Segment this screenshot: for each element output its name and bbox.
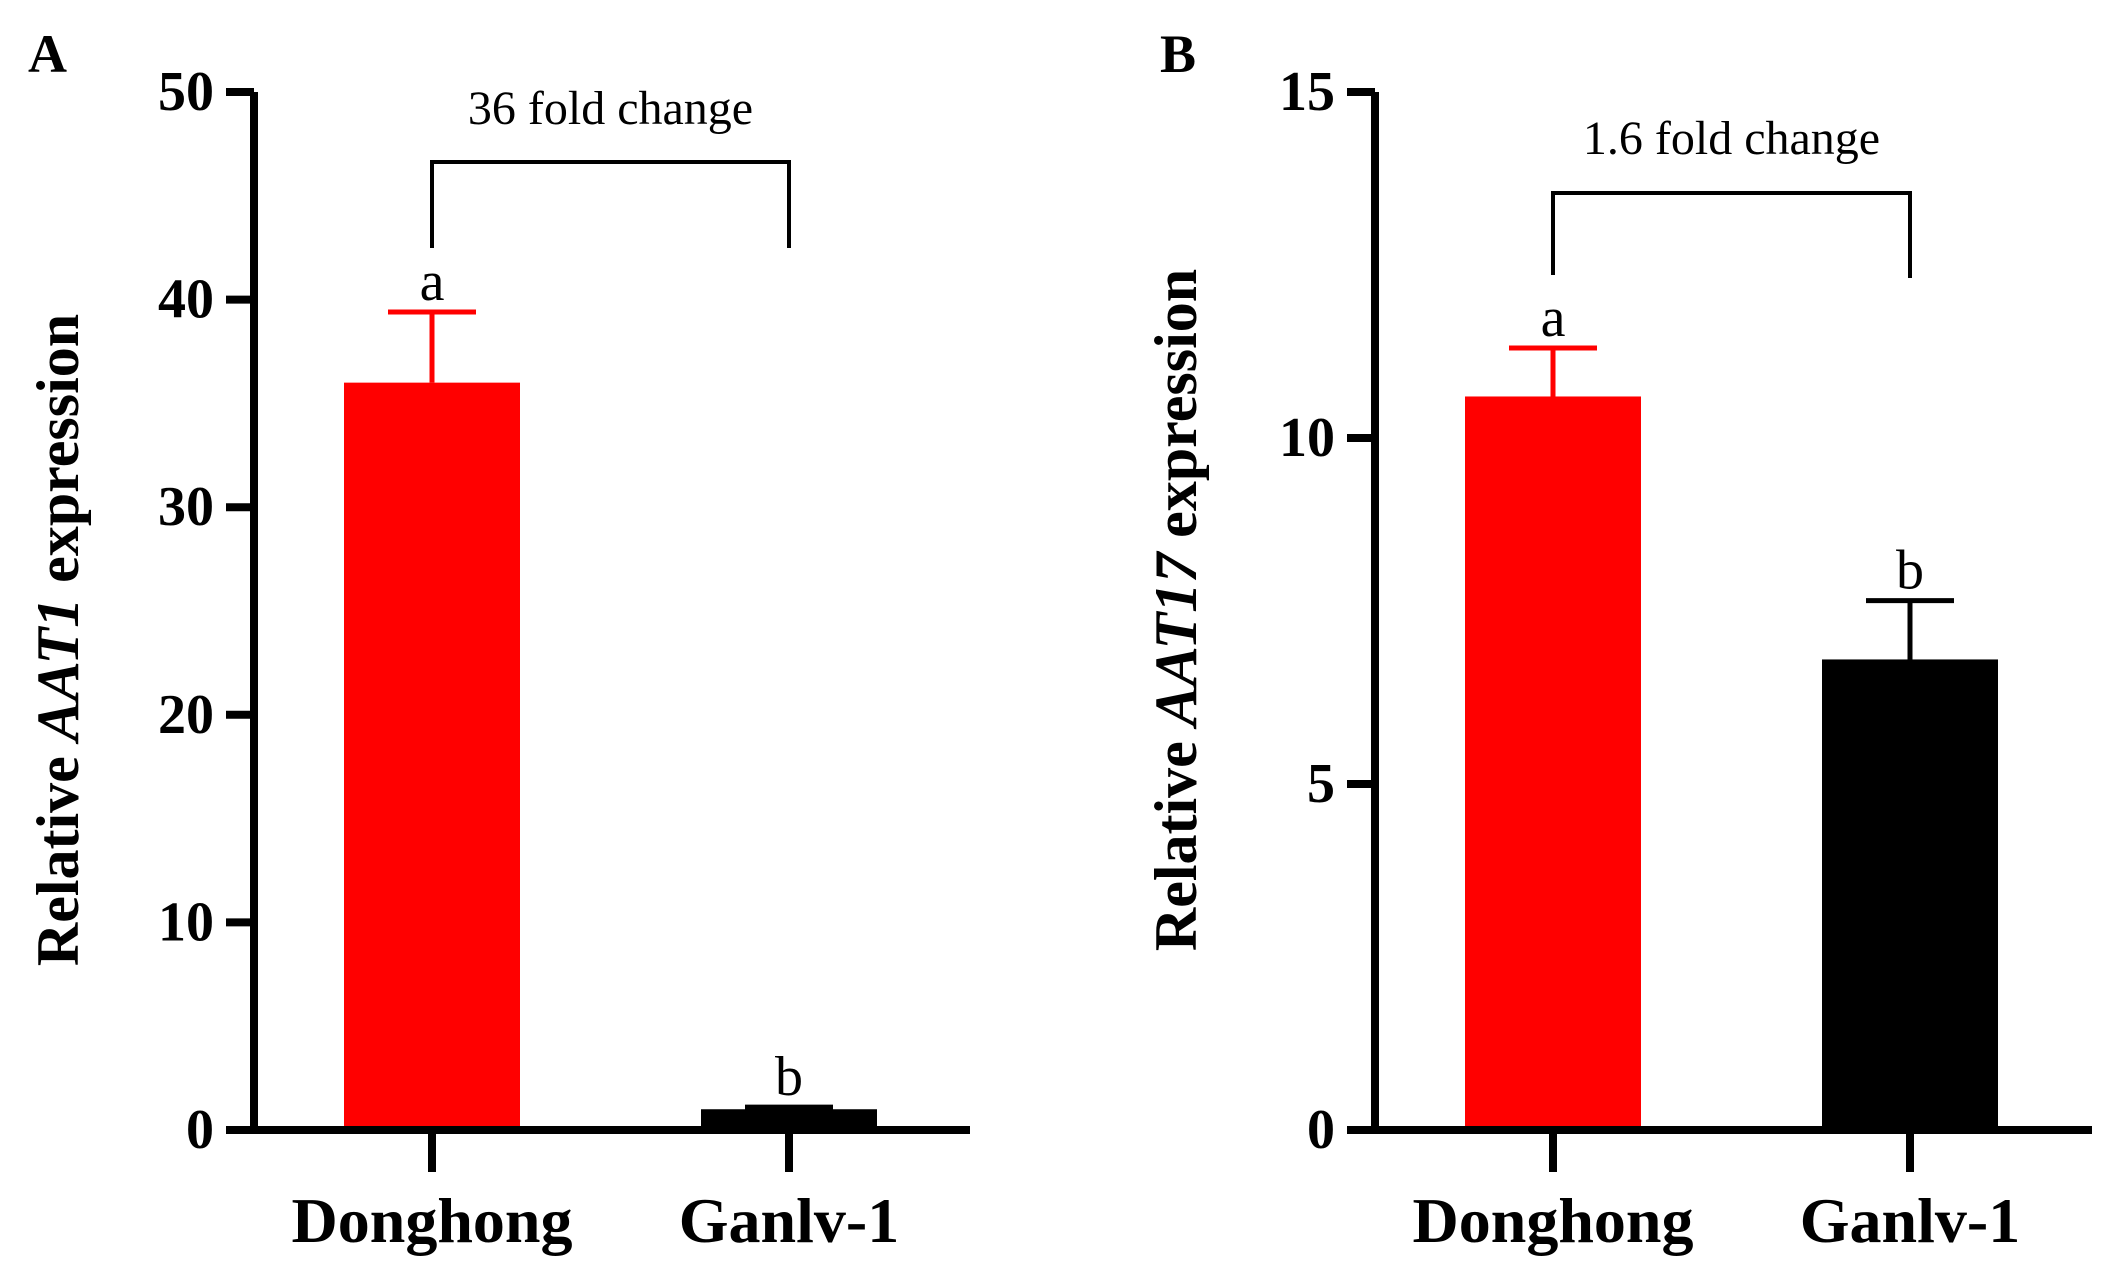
significance-letter: a xyxy=(420,251,445,313)
chart-panel-a: Aa b 0 10 20 30 40 50 Donghong Ganlv-1 Relative AA… xyxy=(25,24,970,1256)
y-axis-label-suffix: expression xyxy=(25,314,91,598)
y-axis-label: Relative AAT17 expression xyxy=(1143,269,1209,951)
y-tick-label: 15 xyxy=(1279,61,1335,123)
error-bar-ganlv-1 xyxy=(1866,598,1954,660)
y-tick-label: 20 xyxy=(158,684,214,746)
x-tick-label: Ganlv-1 xyxy=(679,1185,899,1256)
y-axis-label-prefix: Relative xyxy=(1143,726,1209,951)
x-tick-label: Donghong xyxy=(292,1185,573,1256)
significance-letter: a xyxy=(1541,287,1566,349)
y-tick-label: 0 xyxy=(1307,1099,1335,1161)
bar-donghong xyxy=(344,382,520,1130)
error-bar-ganlv-1 xyxy=(745,1104,833,1110)
y-tick-label: 50 xyxy=(158,61,214,123)
bar-donghong xyxy=(1465,396,1641,1131)
y-axis-label-gene: AAT1 xyxy=(25,598,91,745)
y-axis-label: Relative AAT1 expression xyxy=(25,314,91,966)
y-tick-label: 0 xyxy=(186,1099,214,1161)
comparison-bracket xyxy=(1551,191,1912,278)
panel-label: A xyxy=(28,24,67,84)
y-axis-label-gene: AAT17 xyxy=(1143,551,1209,730)
bar-ganlv-1 xyxy=(1822,659,1998,1130)
y-tick-label: 40 xyxy=(158,269,214,331)
comparison-label: 1.6 fold change xyxy=(1583,112,1880,165)
error-bar-donghong xyxy=(1509,345,1597,397)
y-tick-label: 10 xyxy=(158,891,214,953)
chart-panel-b: Ba b 0 5 10 15 Donghong Ganlv-1 Relative AAT17 e… xyxy=(1143,24,2092,1256)
x-tick-label: Ganlv-1 xyxy=(1800,1185,2020,1256)
y-axis-label-prefix: Relative xyxy=(25,741,91,966)
panel-label: B xyxy=(1160,24,1196,84)
significance-letter: b xyxy=(1896,540,1924,602)
y-tick-label: 5 xyxy=(1307,753,1335,815)
comparison-label: 36 fold change xyxy=(468,82,753,135)
comparison-bracket xyxy=(430,160,791,248)
y-tick-label: 30 xyxy=(158,476,214,538)
x-tick-label: Donghong xyxy=(1413,1185,1694,1256)
y-axis-label-suffix: expression xyxy=(1143,269,1209,553)
significance-letter: b xyxy=(775,1046,803,1108)
bar-ganlv-1 xyxy=(701,1109,877,1130)
error-bar-donghong xyxy=(388,309,476,383)
y-tick-label: 10 xyxy=(1279,407,1335,469)
